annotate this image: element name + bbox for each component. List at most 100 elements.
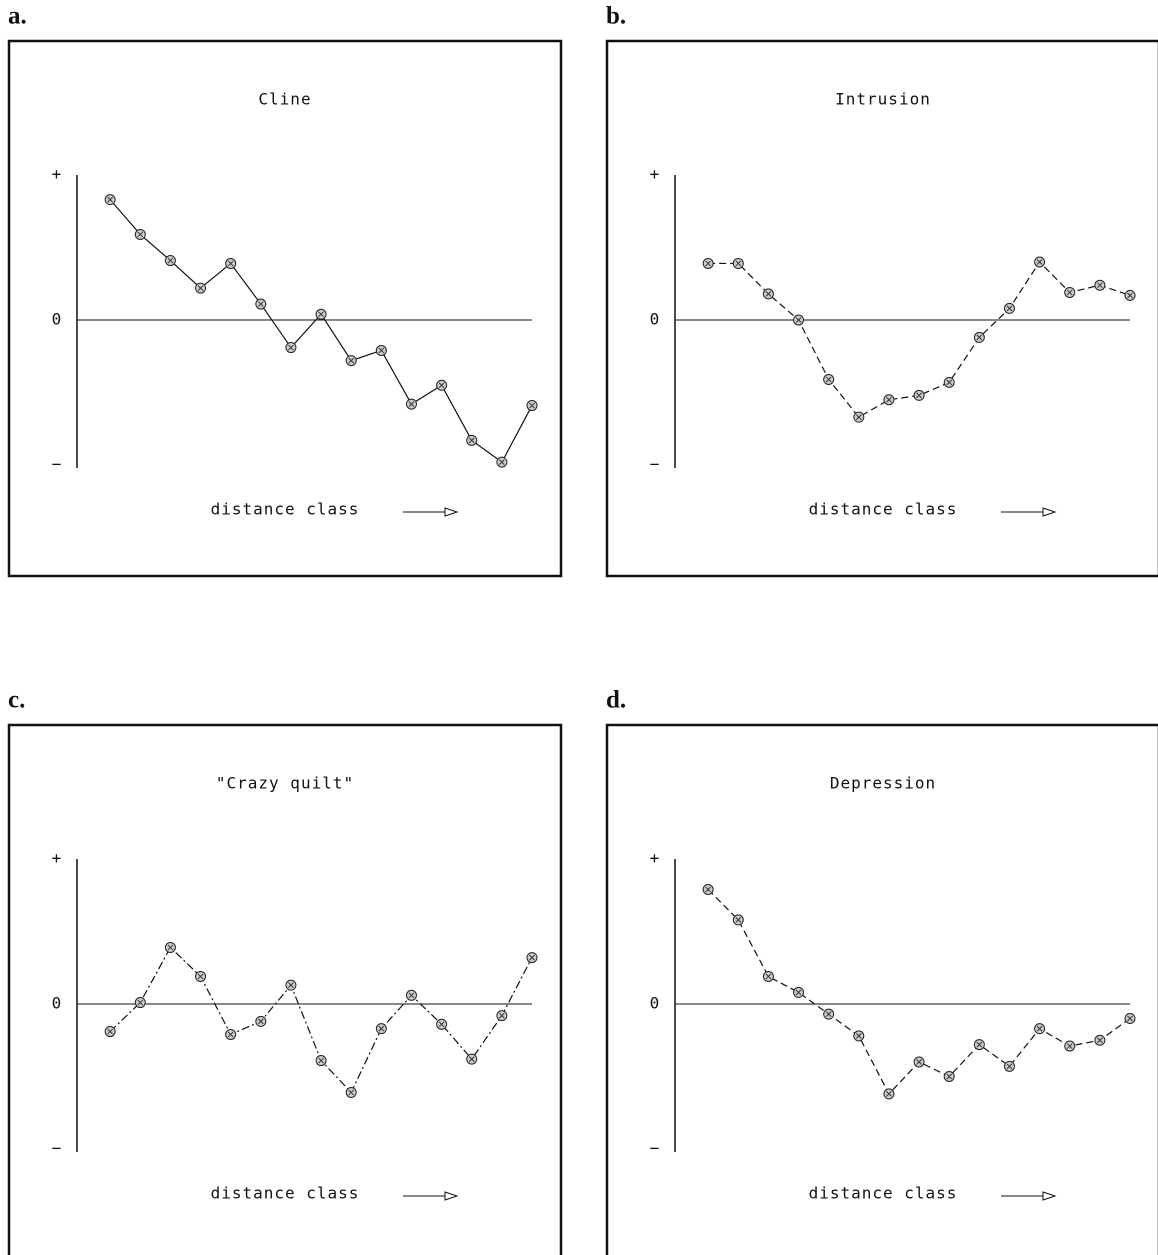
y-tick-label: −	[650, 455, 661, 474]
data-point	[823, 373, 835, 385]
point-hatch	[288, 344, 294, 351]
point-hatch	[1127, 1015, 1133, 1022]
data-point	[405, 398, 417, 410]
data-point	[823, 1008, 835, 1020]
point-hatch	[916, 1059, 922, 1065]
point-hatch	[348, 357, 355, 364]
data-point	[164, 941, 176, 953]
data-point	[134, 997, 146, 1009]
panel-label: c.	[8, 687, 25, 714]
data-point	[1003, 1060, 1015, 1072]
x-axis-label: distance class	[809, 500, 958, 519]
point-hatch	[137, 999, 144, 1006]
data-point	[973, 331, 985, 343]
point-hatch	[1036, 259, 1043, 265]
y-tick-label: −	[650, 1139, 661, 1158]
data-point	[134, 228, 146, 240]
y-tick-label: +	[52, 165, 63, 184]
point-hatch	[795, 989, 802, 996]
data-line	[109, 199, 533, 463]
data-point	[883, 1088, 895, 1100]
data-point	[853, 411, 865, 423]
data-point	[853, 1030, 865, 1042]
point-hatch	[529, 954, 535, 961]
data-point	[1034, 1023, 1046, 1035]
point-hatch	[765, 291, 772, 297]
y-tick-label: −	[52, 455, 63, 474]
y-tick-label: 0	[650, 994, 661, 1013]
data-point	[793, 986, 805, 998]
panel: Cline +0 − distance class	[7, 39, 563, 578]
point-hatch	[227, 1031, 234, 1038]
point-hatch	[825, 1011, 832, 1018]
point-hatch	[499, 459, 505, 465]
data-point	[285, 342, 297, 354]
point-hatch	[916, 392, 922, 399]
data-point	[496, 456, 508, 468]
arrow	[1001, 507, 1057, 517]
data-point	[526, 952, 538, 964]
data-point	[345, 355, 357, 367]
point-hatch	[107, 1028, 113, 1035]
panel-frame	[7, 723, 563, 1255]
point-hatch	[1127, 292, 1133, 299]
data-point	[436, 379, 448, 391]
point-hatch	[408, 401, 415, 407]
data-point	[195, 282, 207, 294]
panel-frame	[605, 723, 1158, 1255]
data-point	[913, 1056, 925, 1068]
data-point	[732, 914, 744, 926]
panel: Depression +0 − distance class	[605, 723, 1158, 1255]
point-hatch	[735, 917, 742, 923]
panel: "Crazy quilt" +0 − distance class	[7, 723, 563, 1255]
point-hatch	[137, 231, 144, 238]
point-hatch	[348, 1089, 355, 1096]
data-point	[104, 1026, 116, 1038]
point-hatch	[499, 1012, 505, 1019]
data-point	[225, 257, 237, 269]
point-hatch	[735, 260, 742, 267]
data-point	[164, 255, 176, 267]
data-point	[345, 1086, 357, 1098]
data-point	[1034, 256, 1046, 268]
x-axis-label: distance class	[211, 1184, 360, 1203]
data-point	[1064, 286, 1076, 298]
point-hatch	[197, 285, 204, 291]
point-hatch	[257, 301, 264, 307]
point-hatch	[468, 437, 475, 444]
point-hatch	[257, 1018, 264, 1025]
point-hatch	[378, 347, 385, 354]
data-point	[913, 389, 925, 401]
y-tick-label: +	[52, 849, 63, 868]
point-hatch	[378, 1025, 385, 1032]
point-hatch	[825, 376, 832, 383]
panel: Intrusion +0 − distance class	[605, 39, 1158, 578]
point-hatch	[976, 1041, 983, 1048]
x-axis-label: distance class	[809, 1184, 958, 1203]
data-point	[702, 257, 714, 269]
data-point	[466, 434, 478, 446]
point-hatch	[107, 196, 113, 203]
point-hatch	[855, 1033, 862, 1039]
data-point	[466, 1053, 478, 1065]
data-point	[1094, 1034, 1106, 1046]
y-tick-label: −	[52, 1139, 63, 1158]
data-point	[943, 376, 955, 388]
y-tick-label: 0	[52, 994, 63, 1013]
chart-title: Intrusion	[835, 90, 931, 109]
y-tick-label: +	[650, 849, 661, 868]
panel-frame	[7, 39, 563, 578]
data-point	[526, 400, 538, 412]
data-point	[195, 970, 207, 982]
point-hatch	[946, 1073, 953, 1080]
point-hatch	[795, 317, 802, 323]
data-point	[496, 1010, 508, 1022]
chart-title: Depression	[830, 774, 936, 793]
data-point	[255, 298, 267, 310]
point-hatch	[167, 257, 174, 264]
point-hatch	[1066, 1043, 1073, 1049]
point-hatch	[318, 311, 324, 318]
panel-frame	[605, 39, 1158, 578]
point-hatch	[227, 260, 234, 267]
